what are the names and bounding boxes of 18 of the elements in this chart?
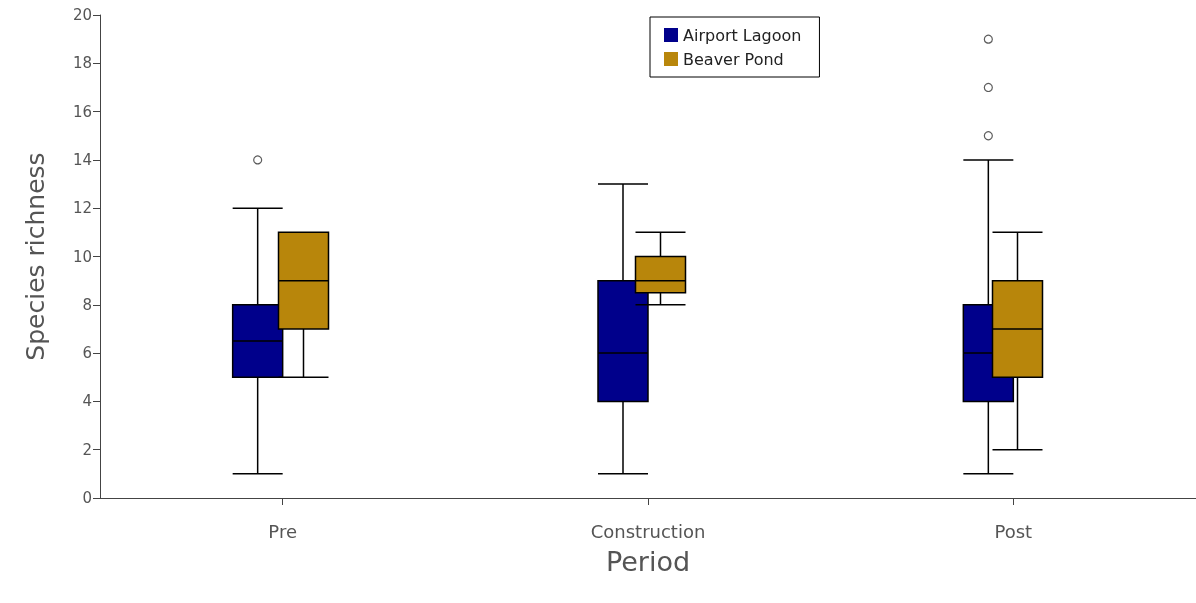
y-axis-title: Species richness (21, 152, 50, 361)
legend-label: Airport Lagoon (683, 25, 802, 45)
y-tick-label: 4 (82, 392, 92, 411)
y-tick-label: 16 (72, 102, 92, 121)
y-tick-label: 0 (82, 489, 92, 507)
y-tick-label: 2 (82, 440, 92, 459)
legend-label: Beaver Pond (683, 49, 784, 69)
y-tick-label: 20 (72, 6, 92, 24)
x-tick-label: Construction (590, 520, 706, 542)
y-tick-label: 6 (82, 344, 92, 363)
x-tick-label: Pre (268, 520, 297, 542)
y-tick-label: 10 (72, 247, 92, 266)
y-tick-label: 12 (72, 199, 92, 218)
x-tick-label: Post (994, 520, 1033, 542)
y-tick-label: 18 (72, 54, 92, 73)
y-tick-label: 14 (72, 150, 92, 169)
y-tick-label: 8 (82, 295, 92, 314)
x-axis-title: Period (605, 546, 691, 577)
